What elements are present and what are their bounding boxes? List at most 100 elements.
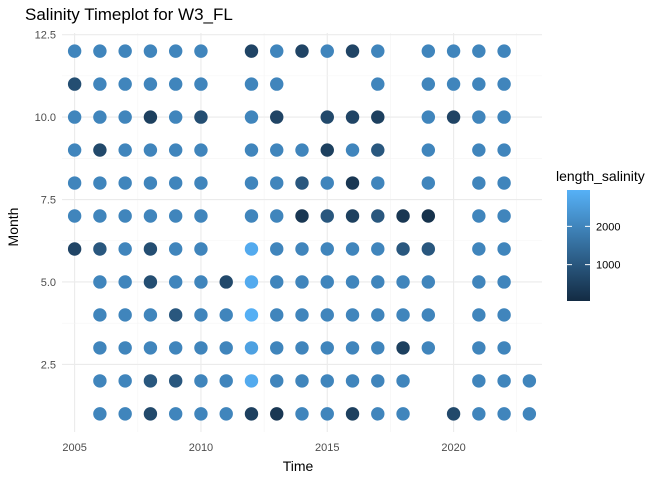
data-point <box>194 407 208 421</box>
data-point <box>168 308 183 322</box>
data-point <box>295 143 309 157</box>
data-point <box>421 176 436 190</box>
data-point <box>371 275 385 289</box>
data-point <box>244 341 259 355</box>
x-tick-label: 2015 <box>315 442 339 454</box>
data-point <box>194 44 208 58</box>
data-point <box>270 77 284 91</box>
data-point <box>219 275 233 289</box>
data-point <box>320 176 334 190</box>
data-point <box>244 143 259 157</box>
grid-lines <box>62 33 542 432</box>
data-point <box>396 242 410 256</box>
data-point <box>371 44 385 58</box>
data-point <box>244 110 259 124</box>
data-point <box>194 242 208 256</box>
data-point <box>168 110 183 124</box>
data-point <box>320 407 334 421</box>
data-point <box>396 275 410 289</box>
data-point <box>472 110 486 124</box>
data-point <box>421 308 436 322</box>
data-point <box>396 374 410 388</box>
data-point <box>244 209 259 223</box>
data-point <box>244 242 259 256</box>
y-axis-ticks: 2.5 5.0 7.5 10.0 12.5 <box>35 30 56 372</box>
x-tick-label: 2020 <box>441 442 465 454</box>
data-point <box>497 77 511 91</box>
chart-title: Salinity Timeplot for W3_FL <box>25 5 233 24</box>
data-point <box>244 308 259 322</box>
data-point <box>270 209 284 223</box>
data-point <box>320 110 334 124</box>
data-point <box>67 110 82 124</box>
data-point <box>472 242 486 256</box>
data-point <box>270 374 284 388</box>
data-point <box>143 209 158 223</box>
data-point <box>118 110 132 124</box>
data-point <box>421 242 436 256</box>
data-point <box>93 209 107 223</box>
data-point <box>446 407 461 421</box>
data-point <box>244 407 259 421</box>
data-point <box>421 341 436 355</box>
data-point <box>143 308 158 322</box>
y-tick-label: 5.0 <box>41 277 56 289</box>
data-point <box>93 308 107 322</box>
legend-tick-label: 1000 <box>596 260 620 272</box>
data-point <box>320 308 334 322</box>
data-point <box>421 209 436 223</box>
data-point <box>93 341 107 355</box>
data-point <box>371 341 385 355</box>
data-point <box>118 242 132 256</box>
data-point <box>219 407 233 421</box>
data-point <box>345 44 360 58</box>
data-point <box>270 110 284 124</box>
data-point <box>270 143 284 157</box>
data-point <box>118 407 132 421</box>
data-point <box>421 275 436 289</box>
data-point <box>497 308 511 322</box>
data-point <box>295 44 309 58</box>
data-point <box>270 176 284 190</box>
data-point <box>396 341 410 355</box>
data-point <box>421 143 436 157</box>
data-point <box>143 77 158 91</box>
y-tick-label: 12.5 <box>35 30 56 42</box>
data-point <box>497 143 511 157</box>
data-point <box>168 77 183 91</box>
data-point <box>194 275 208 289</box>
color-legend: length_salinity 1000 2000 <box>556 168 645 301</box>
data-point <box>446 44 461 58</box>
data-point <box>219 308 233 322</box>
x-axis-ticks: 2005 2010 2015 2020 <box>62 442 465 454</box>
y-tick-label: 10.0 <box>35 112 56 124</box>
data-point <box>295 209 309 223</box>
data-point <box>67 44 82 58</box>
data-point <box>244 44 259 58</box>
data-point <box>270 341 284 355</box>
data-point <box>118 374 132 388</box>
data-point <box>168 209 183 223</box>
data-point <box>118 143 132 157</box>
data-point <box>93 242 107 256</box>
data-point <box>446 77 461 91</box>
data-point <box>345 308 360 322</box>
data-point <box>168 242 183 256</box>
data-point <box>270 275 284 289</box>
data-point <box>118 209 132 223</box>
data-point <box>497 242 511 256</box>
data-point <box>168 341 183 355</box>
data-point <box>497 209 511 223</box>
data-point <box>497 341 511 355</box>
data-point <box>143 341 158 355</box>
data-point <box>320 209 334 223</box>
data-point <box>270 407 284 421</box>
data-point <box>67 77 82 91</box>
data-point <box>244 275 259 289</box>
data-point <box>270 242 284 256</box>
data-point <box>168 44 183 58</box>
x-tick-label: 2005 <box>62 442 86 454</box>
data-point <box>244 77 259 91</box>
data-point <box>320 341 334 355</box>
